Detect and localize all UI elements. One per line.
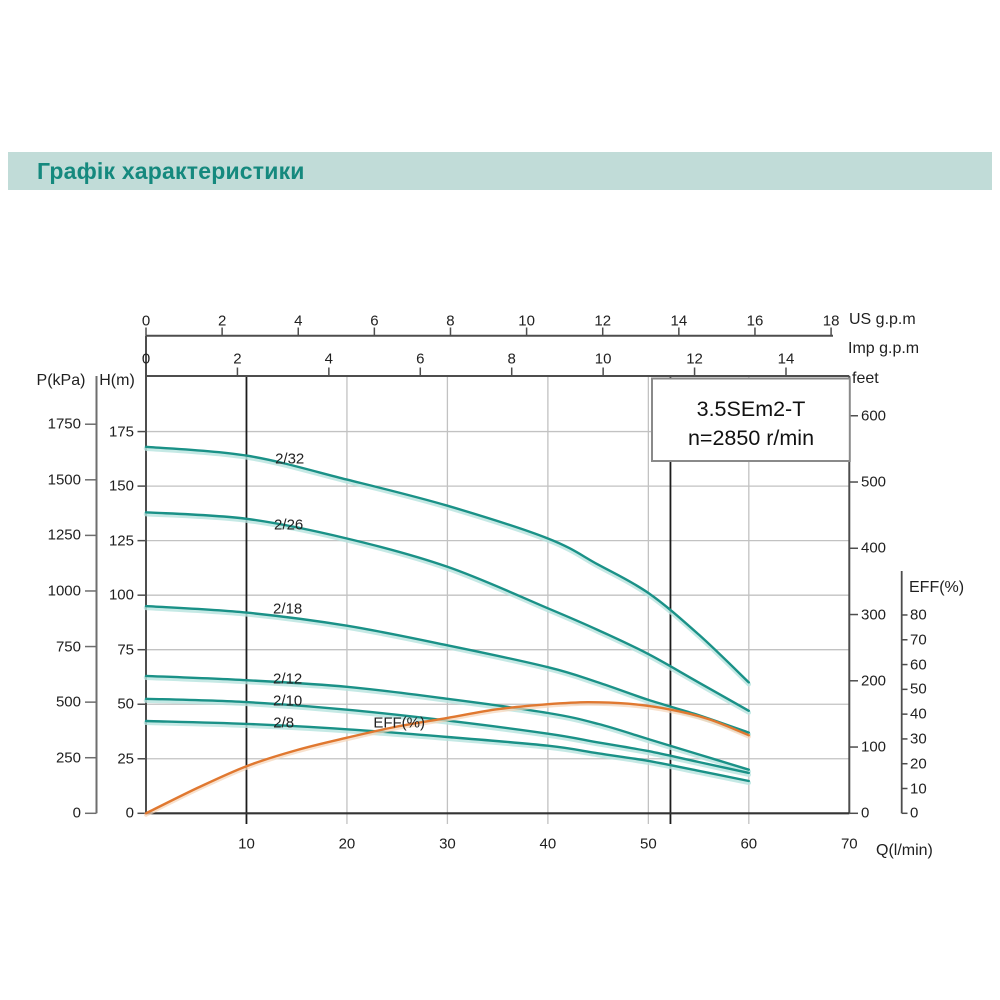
model-name: 3.5SEm2-T xyxy=(696,397,806,421)
p-axis-title: P(kPa) xyxy=(36,372,86,389)
curve-2/32 xyxy=(144,445,750,684)
h-m-tick-label: 125 xyxy=(108,532,134,550)
model-box-frame xyxy=(651,377,851,462)
q-tick-label: 60 xyxy=(740,835,758,853)
eff-tick-label: 70 xyxy=(910,631,927,649)
us-gpm-tick-label: 12 xyxy=(594,312,612,329)
h-m-tick-label: 50 xyxy=(117,695,134,713)
imp-gpm-tick-label: 12 xyxy=(686,350,703,367)
feet-tick-label: 100 xyxy=(861,738,887,756)
model-speed: n=2850 r/min xyxy=(687,426,815,450)
curve-label-2/32: 2/32 xyxy=(275,450,305,468)
us-gpm-tick-label: 0 xyxy=(141,312,151,329)
q-tick-label: 70 xyxy=(840,835,858,853)
us-gpm-tick-label: 4 xyxy=(294,312,303,329)
curve-eff xyxy=(144,700,750,815)
curve-label-2/10: 2/10 xyxy=(273,692,303,710)
curve-label-2/26: 2/26 xyxy=(274,516,304,534)
curve-label-eff: EFF(%) xyxy=(373,714,426,732)
imp-gpm-tick-label: 14 xyxy=(777,350,795,367)
curve-label-2/8: 2/8 xyxy=(273,714,295,732)
imp-gpm-tick-label: 2 xyxy=(233,350,242,367)
feet-tick-label: 300 xyxy=(861,606,887,624)
curve-2/26 xyxy=(144,511,750,712)
page-title: Графік характеристики xyxy=(37,157,305,184)
q-tick-label: 40 xyxy=(539,835,557,853)
feet-tick-label: 400 xyxy=(861,539,887,557)
eff-tick-label: 50 xyxy=(910,680,927,698)
feet-axis-title: feet xyxy=(852,370,879,387)
imp-gpm-tick-label: 8 xyxy=(507,350,516,367)
imp-gpm-tick-label: 10 xyxy=(594,350,612,367)
h-m-tick-label: 175 xyxy=(108,423,134,441)
h-m-tick-label: 100 xyxy=(108,586,134,604)
p-kpa-tick-label: 1750 xyxy=(47,415,81,433)
curve-glow-2/10 xyxy=(143,698,752,777)
q-axis-title: Q(l/min) xyxy=(876,842,933,859)
us-gpm-tick-label: 6 xyxy=(370,312,379,329)
imp-gpm-axis-title: Imp g.p.m xyxy=(848,340,920,357)
eff-tick-label: 10 xyxy=(910,780,927,797)
feet-tick-label: 500 xyxy=(861,473,887,491)
imp-gpm-tick-label: 0 xyxy=(141,350,151,367)
h-m-tick-label: 25 xyxy=(117,750,134,768)
feet-tick-label: 200 xyxy=(861,672,887,690)
us-gpm-tick-label: 10 xyxy=(518,312,535,329)
curve-glow-2/8 xyxy=(143,720,752,786)
curve-2/18 xyxy=(144,604,750,734)
curve-glow-eff xyxy=(144,701,751,817)
p-kpa-tick-label: 1250 xyxy=(47,526,81,544)
model-label-box: 3.5SEm2-T n=2850 r/min xyxy=(652,395,850,453)
p-kpa-tick-label: 0 xyxy=(72,804,81,822)
eff-tick-label: 0 xyxy=(910,804,919,822)
q-tick-label: 30 xyxy=(439,835,456,853)
q-tick-label: 20 xyxy=(338,835,356,853)
eff-axis-title: EFF(%) xyxy=(909,579,965,596)
curve-2/10 xyxy=(144,697,750,775)
p-kpa-tick-label: 750 xyxy=(55,638,81,656)
p-kpa-tick-label: 250 xyxy=(55,749,81,767)
curve-glow-2/32 xyxy=(143,446,752,687)
curve-label-2/18: 2/18 xyxy=(273,600,303,618)
eff-tick-label: 60 xyxy=(910,656,927,674)
eff-tick-label: 40 xyxy=(910,705,927,723)
us-gpm-axis-title: US g.p.m xyxy=(849,311,916,328)
feet-tick-label: 600 xyxy=(861,407,887,425)
p-kpa-tick-label: 1500 xyxy=(47,471,81,489)
p-kpa-tick-label: 1000 xyxy=(47,582,81,600)
q-tick-label: 50 xyxy=(640,835,657,853)
curve-glow-2/26 xyxy=(143,511,752,715)
q-tick-label: 10 xyxy=(238,835,255,853)
curve-label-2/12: 2/12 xyxy=(273,670,303,688)
us-gpm-tick-label: 8 xyxy=(446,312,455,329)
imp-gpm-tick-label: 4 xyxy=(324,350,334,367)
eff-tick-label: 30 xyxy=(910,730,927,748)
h-m-tick-label: 75 xyxy=(117,641,134,659)
feet-tick-label: 0 xyxy=(861,804,870,822)
h-m-tick-label: 150 xyxy=(108,477,134,495)
us-gpm-tick-label: 16 xyxy=(746,312,764,329)
eff-tick-label: 20 xyxy=(910,755,927,773)
eff-tick-label: 80 xyxy=(910,606,927,624)
curve-2/12 xyxy=(144,674,750,771)
p-kpa-tick-label: 500 xyxy=(55,693,81,711)
title-banner: Графік характеристики xyxy=(8,152,992,190)
us-gpm-tick-label: 2 xyxy=(217,312,227,329)
imp-gpm-tick-label: 6 xyxy=(416,350,425,367)
h-m-tick-label: 0 xyxy=(125,804,134,822)
us-gpm-tick-label: 18 xyxy=(822,312,840,329)
us-gpm-tick-label: 14 xyxy=(670,312,688,329)
curve-2/8 xyxy=(144,719,750,783)
h-axis-title: H(m) xyxy=(99,372,135,389)
